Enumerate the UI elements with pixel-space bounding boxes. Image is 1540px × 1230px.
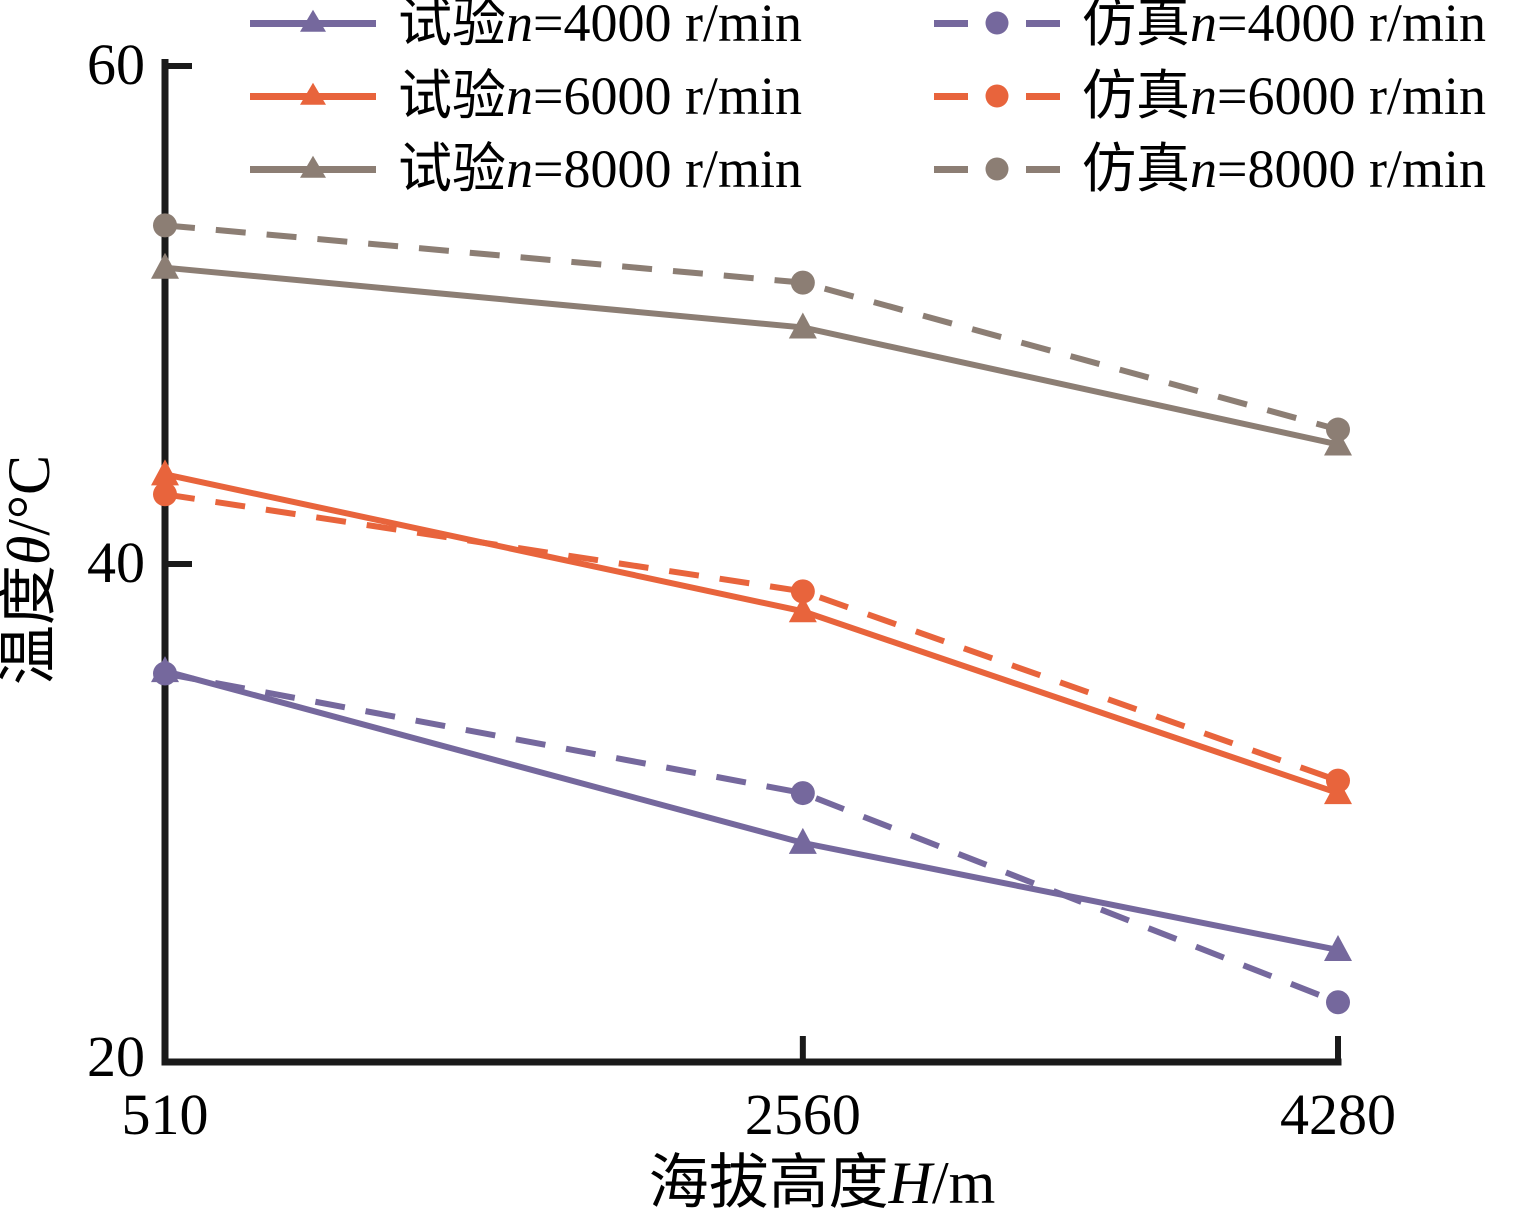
x-axis-title-prefix: 海拔高度 [648, 1150, 889, 1216]
triangle-marker-icon [151, 459, 179, 486]
legend-label: 试验n=8000 r/min [398, 138, 802, 199]
triangle-marker-icon [788, 312, 817, 339]
legend-sample [934, 80, 1060, 112]
series-line-5 [164, 222, 1339, 433]
circle-marker-icon [153, 482, 177, 507]
legend-line-dash [934, 165, 968, 173]
legend-sample [934, 153, 1060, 185]
circle-marker-icon [985, 157, 1009, 180]
triangle-marker-icon [300, 82, 326, 105]
legend: 试验n=4000 r/min 仿真n=4000 r/min 试验n=6000 r/m… [250, 0, 1486, 205]
y-axis-title-suffix: /°C [0, 454, 62, 536]
x-axis-title-suffix: /m [932, 1150, 996, 1216]
legend-item-试验-8000: 试验n=8000 r/min [250, 132, 934, 205]
x-axis-title-symbol: H [888, 1150, 932, 1216]
legend-sample [250, 7, 376, 39]
triangle-marker-icon [300, 9, 326, 32]
triangle-marker-icon [788, 827, 817, 854]
triangle-marker-icon [788, 596, 817, 623]
legend-item-仿真-6000: 仿真n=6000 r/min [934, 59, 1486, 132]
series-line-4 [164, 264, 1339, 448]
y-tick-label: 20 [87, 1024, 145, 1089]
circle-marker-icon [1326, 990, 1350, 1015]
circle-marker-icon [153, 213, 177, 238]
triangle-marker-icon [151, 252, 179, 279]
legend-line-dash [1026, 165, 1060, 173]
legend-line-dash [1026, 19, 1060, 27]
circle-marker-icon [790, 781, 815, 806]
circle-marker-icon [790, 270, 815, 295]
x-axis-title: 海拔高度H/m [522, 1150, 1122, 1216]
circle-marker-icon [985, 11, 1009, 34]
triangle-marker-icon [1324, 934, 1352, 961]
legend-item-仿真-4000: 仿真n=4000 r/min [934, 0, 1486, 59]
legend-item-试验-4000: 试验n=4000 r/min [250, 0, 934, 59]
legend-sample [934, 7, 1060, 39]
legend-sample [250, 153, 376, 185]
series-line-0 [164, 668, 1339, 953]
series-line-1 [164, 670, 1340, 1006]
legend-line-dash [934, 19, 968, 27]
legend-label: 仿真n=6000 r/min [1082, 65, 1486, 126]
triangle-marker-icon [1324, 429, 1352, 456]
circle-marker-icon [1326, 417, 1350, 442]
circle-marker-icon [985, 84, 1009, 107]
legend-line-dash [1026, 92, 1060, 100]
y-tick-label: 40 [87, 530, 145, 595]
x-tick-label: 4280 [1280, 1082, 1396, 1147]
legend-item-仿真-8000: 仿真n=8000 r/min [934, 132, 1486, 205]
circle-marker-icon [153, 661, 177, 686]
legend-label: 仿真n=8000 r/min [1082, 138, 1486, 199]
series-line-3 [164, 491, 1340, 784]
legend-line-dash [934, 92, 968, 100]
x-tick-label: 2560 [744, 1082, 861, 1147]
y-tick-label: 60 [87, 32, 145, 97]
x-tick-label: 510 [121, 1082, 209, 1147]
legend-label: 试验n=4000 r/min [398, 0, 802, 53]
legend-item-试验-6000: 试验n=6000 r/min [250, 59, 934, 132]
circle-marker-icon [790, 579, 815, 604]
circle-marker-icon [1326, 768, 1350, 793]
legend-sample [250, 80, 376, 112]
legend-label: 试验n=6000 r/min [398, 65, 802, 126]
legend-label: 仿真n=4000 r/min [1082, 0, 1486, 53]
triangle-marker-icon [300, 155, 326, 178]
